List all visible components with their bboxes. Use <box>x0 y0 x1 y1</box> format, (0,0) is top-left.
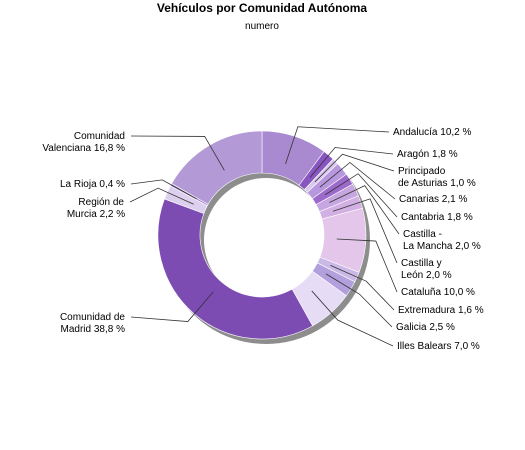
slice-label: Cataluña 10,0 % <box>401 287 475 298</box>
slice-label: Principado de Asturias 1,0 % <box>398 166 476 189</box>
leader-line <box>130 179 197 200</box>
chart-subtitle: numero <box>245 21 279 32</box>
slice-label: Canarias 2,1 % <box>399 194 467 205</box>
leader-line <box>129 187 194 205</box>
slice-label: Extremadura 1,6 % <box>398 305 484 316</box>
leader-line <box>332 198 398 264</box>
leader-line <box>309 147 394 178</box>
slice-label: Aragón 1,8 % <box>397 149 458 160</box>
leader-line <box>314 153 395 183</box>
leader-lines <box>129 126 400 347</box>
slice-labels: Andalucía 10,2 % Aragón 1,8 % Principado de… <box>42 127 483 352</box>
leader-line <box>319 161 396 200</box>
chart-title: Vehículos por Comunidad Autónoma <box>157 1 368 15</box>
leader-line <box>325 273 393 328</box>
slice-label: Región de Murcia 2,2 % <box>67 197 125 220</box>
slice-label: Castilla y León 2,0 % <box>401 258 452 281</box>
leader-line <box>324 173 398 218</box>
slice-label: Comunidad de Madrid 38,8 % <box>60 312 125 335</box>
pie-slice <box>171 130 263 205</box>
leader-line <box>330 264 395 311</box>
slice-label: Galicia 2,5 % <box>396 322 455 333</box>
leader-line <box>329 185 400 235</box>
leader-line <box>130 135 225 171</box>
slice-label: Comunidad Valenciana 16,8 % <box>42 131 125 154</box>
slice-label: La Rioja 0,4 % <box>60 179 125 190</box>
leader-line <box>285 126 390 165</box>
pie-slice <box>157 198 313 340</box>
slice-label: Illes Balears 7,0 % <box>397 341 480 352</box>
leader-line <box>130 291 214 322</box>
leader-line <box>336 238 398 293</box>
slice-label: Andalucía 10,2 % <box>393 127 471 138</box>
slice-label: Castilla -La Mancha 2,0 % <box>403 229 481 252</box>
leader-line <box>311 290 394 347</box>
slice-label: Cantabria 1,8 % <box>401 212 473 223</box>
